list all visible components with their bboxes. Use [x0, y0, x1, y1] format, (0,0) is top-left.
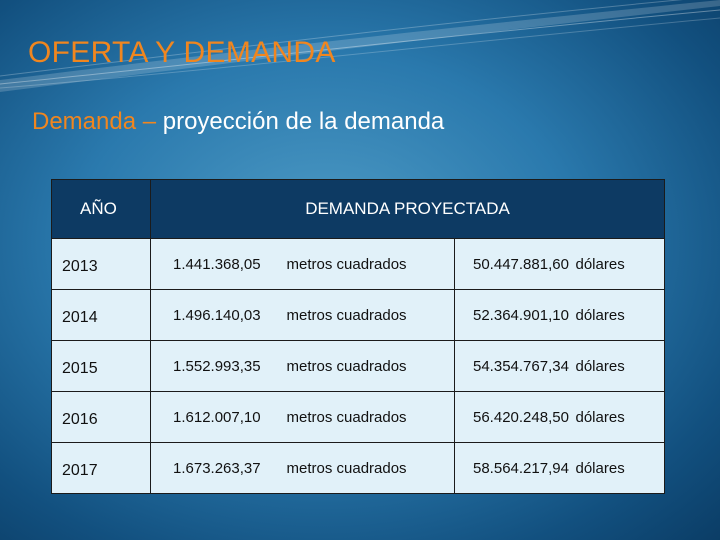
subtitle-rest: proyección de la demanda: [156, 108, 445, 135]
year-cell: 2015: [51, 340, 151, 392]
amount-unit-cell: dólares: [569, 238, 666, 290]
amount-value-cell: 58.564.217,94: [454, 442, 570, 494]
table-row: 2016 1.612.007,10 metros cuadrados 56.420.2…: [51, 391, 666, 443]
amount-unit-cell: dólares: [569, 340, 666, 392]
header-year: AÑO: [51, 179, 151, 239]
subtitle-accent: Demanda –: [32, 108, 157, 135]
amount-value-cell: 52.364.901,10: [454, 289, 570, 341]
area-value-cell: 1.612.007,10: [150, 391, 269, 443]
area-unit-cell: metros cuadrados: [268, 340, 455, 392]
table-row: 2017 1.673.263,37 metros cuadrados 58.564.2…: [51, 442, 666, 494]
area-unit-cell: metros cuadrados: [268, 442, 455, 494]
table-row: 2015 1.552.993,35 metros cuadrados 54.354.7…: [51, 340, 666, 392]
area-value-cell: 1.552.993,35: [150, 340, 269, 392]
area-value-cell: 1.441.368,05: [150, 238, 269, 290]
year-cell: 2013: [51, 238, 151, 290]
area-value-cell: 1.673.263,37: [150, 442, 269, 494]
slide-title: OFERTA Y DEMANDA: [28, 36, 336, 69]
area-unit-cell: metros cuadrados: [268, 238, 455, 290]
header-demand: DEMANDA PROYECTADA: [149, 179, 666, 239]
area-value-cell: 1.496.140,03: [150, 289, 269, 341]
amount-unit-cell: dólares: [569, 289, 666, 341]
slide-subtitle: Demanda – proyección de la demanda: [32, 108, 444, 136]
amount-value-cell: 54.354.767,34: [454, 340, 570, 392]
decorative-swoosh: [0, 0, 720, 92]
amount-value-cell: 50.447.881,60: [454, 238, 570, 290]
table-header-row: AÑO DEMANDA PROYECTADA: [51, 179, 666, 239]
year-cell: 2017: [51, 442, 151, 494]
area-unit-cell: metros cuadrados: [268, 289, 455, 341]
year-cell: 2014: [51, 289, 151, 341]
demand-projection-table: AÑO DEMANDA PROYECTADA 2013 1.441.368,05 m…: [51, 179, 666, 494]
amount-unit-cell: dólares: [569, 442, 666, 494]
amount-unit-cell: dólares: [569, 391, 666, 443]
amount-value-cell: 56.420.248,50: [454, 391, 570, 443]
table-row: 2013 1.441.368,05 metros cuadrados 50.447.8…: [51, 238, 666, 290]
table-row: 2014 1.496.140,03 metros cuadrados 52.364.9…: [51, 289, 666, 341]
area-unit-cell: metros cuadrados: [268, 391, 455, 443]
year-cell: 2016: [51, 391, 151, 443]
